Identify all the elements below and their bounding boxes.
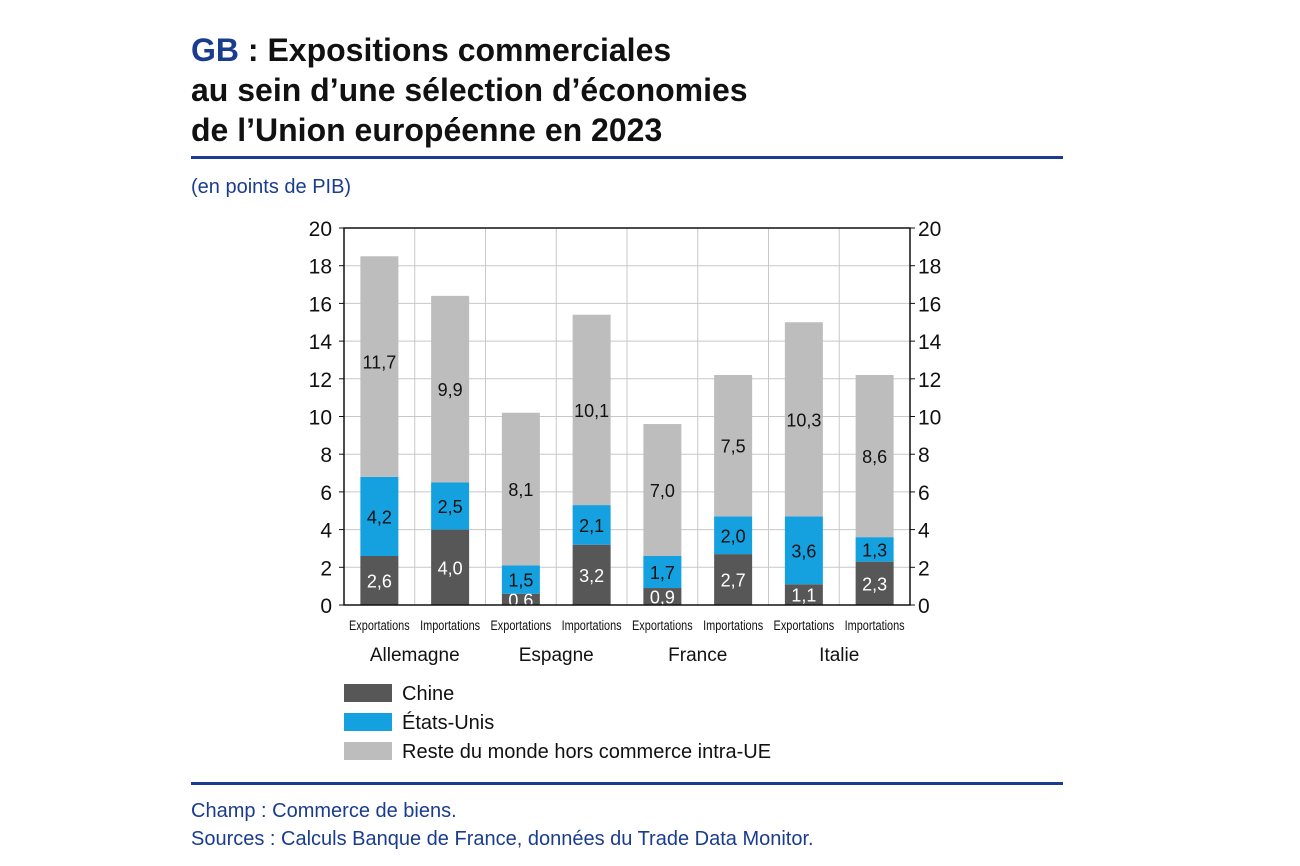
data-label: 1,1 xyxy=(791,586,816,606)
data-label: 8,6 xyxy=(862,447,887,467)
bar-segment-chine xyxy=(501,593,540,605)
y-tick-label-right: 20 xyxy=(918,218,941,241)
data-label: 3,6 xyxy=(791,541,816,561)
bar-segment-chine xyxy=(360,555,399,605)
unit-note: (en points de PIB) xyxy=(191,176,352,198)
bar-segment-reste xyxy=(714,375,753,517)
footer-sources: Sources : Calculs Banque de France, donn… xyxy=(191,828,814,850)
bar-segment-etats-unis xyxy=(360,476,399,556)
data-label: 2,7 xyxy=(721,571,746,591)
top-rule xyxy=(191,156,1063,159)
data-label: 2,3 xyxy=(862,574,887,594)
data-label: 2,5 xyxy=(438,497,463,517)
bar-segment-etats-unis xyxy=(714,516,753,555)
data-label: 8,1 xyxy=(508,480,533,500)
y-tick-label-right: 16 xyxy=(918,293,941,316)
bar-segment-reste xyxy=(360,256,399,477)
group-label: France xyxy=(668,645,727,666)
x-tick-label: Exportations xyxy=(491,618,552,634)
bar-segment-etats-unis xyxy=(572,505,611,545)
y-tick-label-right: 0 xyxy=(918,595,930,618)
group-label: Italie xyxy=(819,645,859,666)
legend-label: États-Unis xyxy=(402,711,494,734)
y-tick-label-right: 8 xyxy=(918,444,930,467)
y-tick-label-left: 14 xyxy=(309,331,333,354)
y-tick-label-right: 14 xyxy=(918,331,942,354)
data-label: 11,7 xyxy=(363,352,397,372)
title-line-1-text: : Expositions commerciales xyxy=(239,32,672,68)
bar-segment-chine xyxy=(714,554,753,605)
legend-label: Chine xyxy=(402,683,454,705)
y-tick-label-right: 4 xyxy=(918,520,930,543)
data-label: 9,9 xyxy=(438,380,463,400)
data-label: 10,1 xyxy=(574,401,609,421)
y-tick-label-left: 12 xyxy=(309,369,332,392)
bar-segment-etats-unis xyxy=(643,555,682,589)
x-tick-label: Importations xyxy=(703,618,763,634)
data-label: 4,0 xyxy=(438,558,463,578)
bar-segment-reste xyxy=(501,412,540,566)
title-line-3: de l’Union européenne en 2023 xyxy=(191,112,663,148)
title-line-2: au sein d’une sélection d’économies xyxy=(191,72,748,108)
x-tick-label: Importations xyxy=(845,618,905,634)
bar-segment-reste xyxy=(784,322,823,517)
legend-swatch-chine xyxy=(344,684,392,702)
bar-segment-etats-unis xyxy=(855,537,894,562)
y-tick-label-left: 18 xyxy=(309,256,332,279)
x-tick-label: Importations xyxy=(420,618,480,634)
bar-segment-reste xyxy=(855,375,894,538)
data-label: 0,9 xyxy=(650,588,675,608)
y-tick-label-right: 18 xyxy=(918,256,941,279)
y-tick-label-left: 10 xyxy=(309,407,332,430)
bar-segment-chine xyxy=(643,588,682,605)
x-tick-label: Exportations xyxy=(349,618,410,634)
bar-segment-chine xyxy=(431,529,470,605)
y-tick-label-left: 16 xyxy=(309,293,332,316)
bar-segment-etats-unis xyxy=(431,482,470,530)
y-tick-label-right: 12 xyxy=(918,369,941,392)
data-label: 1,5 xyxy=(508,571,533,591)
bar-segment-chine xyxy=(855,561,894,605)
data-label: 7,5 xyxy=(721,437,746,457)
group-label: Allemagne xyxy=(370,645,460,666)
bottom-rule xyxy=(191,782,1063,785)
legend-label: Reste du monde hors commerce intra-UE xyxy=(402,741,771,763)
x-tick-label: Importations xyxy=(562,618,622,634)
y-tick-label-left: 2 xyxy=(320,557,332,580)
data-label: 4,2 xyxy=(367,507,392,527)
y-tick-label-right: 10 xyxy=(918,407,941,430)
y-tick-label-left: 20 xyxy=(309,218,332,241)
data-label: 1,7 xyxy=(650,563,675,583)
data-label: 2,0 xyxy=(721,526,746,546)
data-label: 7,0 xyxy=(650,481,675,501)
y-tick-label-left: 6 xyxy=(320,482,332,505)
legend-swatch-reste xyxy=(344,742,392,760)
footer-scope: Champ : Commerce de biens. xyxy=(191,800,457,822)
data-label: 3,2 xyxy=(579,566,604,586)
x-tick-label: Exportations xyxy=(632,618,693,634)
y-tick-label-left: 4 xyxy=(320,520,332,543)
bar-segment-chine xyxy=(784,584,823,605)
y-tick-label-left: 0 xyxy=(320,595,332,618)
bar-segment-reste xyxy=(572,314,611,506)
legend-swatch-etats-unis xyxy=(344,713,392,731)
bar-segment-etats-unis xyxy=(784,516,823,585)
bar-segment-etats-unis xyxy=(501,565,540,594)
bar-segment-reste xyxy=(643,424,682,556)
y-tick-label-right: 6 xyxy=(918,482,930,505)
bar-segment-reste xyxy=(431,295,470,483)
y-tick-label-left: 8 xyxy=(320,444,332,467)
data-label: 2,1 xyxy=(579,516,604,536)
data-label: 2,6 xyxy=(367,571,392,591)
data-label: 10,3 xyxy=(786,410,821,430)
group-label: Espagne xyxy=(519,645,594,666)
data-label: 1,3 xyxy=(862,540,887,560)
y-tick-label-right: 2 xyxy=(918,557,930,580)
bar-segment-chine xyxy=(572,544,611,605)
title-line-1: GB : Expositions commerciales xyxy=(191,30,1091,70)
x-tick-label: Exportations xyxy=(774,618,835,634)
chart-title: GB : Expositions commerciales au sein d’… xyxy=(191,30,1091,150)
title-prefix: GB xyxy=(191,32,239,68)
